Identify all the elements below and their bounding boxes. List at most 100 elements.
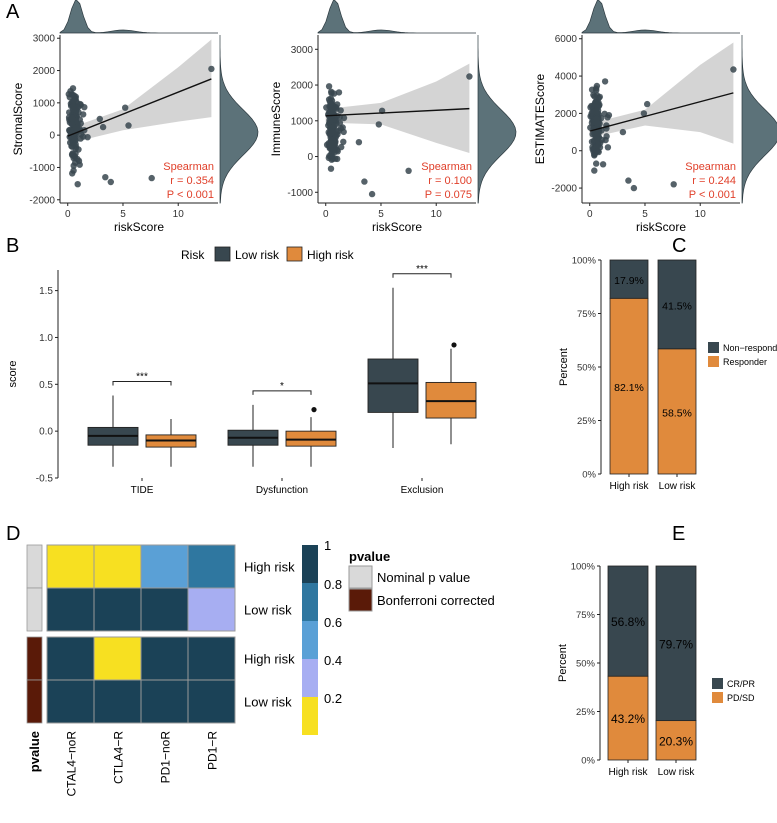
y-tick-label: 50% bbox=[577, 363, 597, 374]
data-point bbox=[591, 152, 598, 159]
legend-label: PD/SD bbox=[727, 693, 755, 703]
colorbar-segment bbox=[302, 697, 318, 735]
data-point bbox=[588, 86, 596, 93]
y-axis-title: ESTIMATEScore bbox=[533, 73, 547, 164]
y-axis-title: StromalScore bbox=[11, 82, 25, 155]
y-tick-label: -0.5 bbox=[36, 474, 54, 485]
x-axis-title: riskScore bbox=[114, 220, 164, 234]
data-point bbox=[208, 65, 215, 73]
data-point bbox=[74, 181, 81, 188]
row-annotation-cell bbox=[26, 636, 43, 681]
x-tick-label: Dysfunction bbox=[256, 485, 308, 496]
heatmap-cell bbox=[46, 679, 95, 724]
heatmap-cell bbox=[187, 636, 236, 681]
row-label: Low risk bbox=[244, 695, 292, 710]
x-tick-label: Low risk bbox=[659, 481, 697, 492]
y-tick-label: 0 bbox=[307, 152, 313, 163]
data-point bbox=[375, 121, 382, 128]
y-tick-label: 100% bbox=[572, 256, 597, 267]
y-tick-label: 25% bbox=[576, 707, 596, 718]
box bbox=[367, 358, 419, 413]
data-point bbox=[327, 165, 335, 172]
density-right bbox=[219, 35, 259, 204]
heatmap-cell bbox=[187, 544, 236, 589]
data-point bbox=[148, 174, 155, 182]
data-point bbox=[340, 128, 347, 136]
scatter-immune: -1000 0 1000 2000 3000 0 5 10 riskScore ImmuneSco… bbox=[269, 0, 517, 234]
bar-label: 58.5% bbox=[662, 407, 692, 419]
bar-label: 79.7% bbox=[659, 637, 693, 651]
bar-label: 82.1% bbox=[614, 382, 644, 394]
colorbar-tick: 0.6 bbox=[324, 615, 342, 630]
data-point bbox=[73, 124, 80, 132]
heatmap-cell bbox=[46, 544, 95, 589]
confidence-band bbox=[67, 39, 212, 144]
colorbar-tick: 0.2 bbox=[324, 691, 342, 706]
data-point bbox=[670, 181, 677, 188]
density-top bbox=[581, 0, 740, 34]
spearman-method: Spearman bbox=[421, 161, 472, 173]
y-tick-label: -1000 bbox=[29, 163, 55, 174]
stacked-bar-response: 0% 25% 50% 75% 100% Percent 82.1% 17.9% High ris… bbox=[558, 256, 777, 493]
data-point bbox=[81, 104, 88, 111]
data-point bbox=[730, 66, 737, 73]
significance-bracket bbox=[392, 273, 452, 278]
x-axis-title: riskScore bbox=[372, 220, 422, 234]
heatmap-cell bbox=[140, 587, 189, 632]
panel-label-a: A bbox=[6, 1, 20, 23]
data-point bbox=[593, 160, 600, 167]
density-top bbox=[59, 0, 218, 34]
legend-swatch bbox=[712, 692, 723, 703]
data-point bbox=[588, 138, 596, 145]
panel-label-e: E bbox=[672, 523, 685, 545]
density-right bbox=[477, 35, 517, 204]
x-tick-label: 0 bbox=[65, 209, 71, 220]
bar-label: 56.8% bbox=[611, 615, 645, 629]
y-tick-label: 0 bbox=[49, 131, 55, 142]
regression-line bbox=[325, 107, 470, 117]
annotation-title: pvalue bbox=[27, 731, 42, 772]
significance-label: *** bbox=[416, 264, 428, 275]
bar-label: 17.9% bbox=[614, 275, 644, 287]
heatmap-cell bbox=[187, 679, 236, 724]
data-point bbox=[594, 104, 602, 111]
heatmap-cell bbox=[187, 587, 236, 632]
data-point bbox=[361, 178, 368, 185]
confidence-band bbox=[589, 42, 734, 144]
legend-swatch bbox=[214, 246, 231, 262]
heatmap-cell bbox=[46, 587, 95, 632]
colorbar-segment bbox=[302, 545, 318, 583]
data-point bbox=[593, 82, 601, 90]
row-annotation-cell bbox=[26, 587, 43, 632]
x-tick-label: 5 bbox=[378, 209, 384, 220]
legend-label: Low risk bbox=[235, 248, 280, 262]
confidence-band bbox=[325, 63, 470, 153]
y-tick-label: 0.0 bbox=[39, 427, 53, 438]
legend-label: Responder bbox=[723, 357, 767, 367]
colorbar-segment bbox=[302, 583, 318, 621]
heatmap-submap: High risk Low risk High risk Low risk CTAL4−… bbox=[26, 538, 495, 796]
colorbar-tick: 1 bbox=[324, 538, 331, 553]
data-point bbox=[330, 90, 338, 97]
data-point bbox=[592, 99, 599, 106]
significance-bracket bbox=[112, 381, 172, 386]
y-tick-label: 75% bbox=[577, 309, 597, 320]
y-tick-label: 100% bbox=[571, 562, 596, 573]
data-point bbox=[69, 116, 76, 123]
data-point bbox=[122, 104, 129, 111]
data-point bbox=[96, 115, 104, 123]
legend-swatch bbox=[708, 342, 719, 353]
data-point bbox=[332, 134, 339, 141]
y-tick-label: 1000 bbox=[291, 116, 314, 127]
legend-label: Bonferroni corrected bbox=[377, 593, 495, 608]
data-point bbox=[74, 155, 81, 163]
legend-label: Nominal p value bbox=[377, 570, 470, 585]
data-point bbox=[593, 115, 600, 123]
density-right bbox=[741, 35, 777, 204]
y-tick-label: -1000 bbox=[287, 188, 313, 199]
data-point bbox=[328, 152, 336, 159]
outlier-point bbox=[311, 407, 317, 413]
row-label: Low risk bbox=[244, 603, 292, 618]
y-tick-label: 1000 bbox=[33, 98, 56, 109]
